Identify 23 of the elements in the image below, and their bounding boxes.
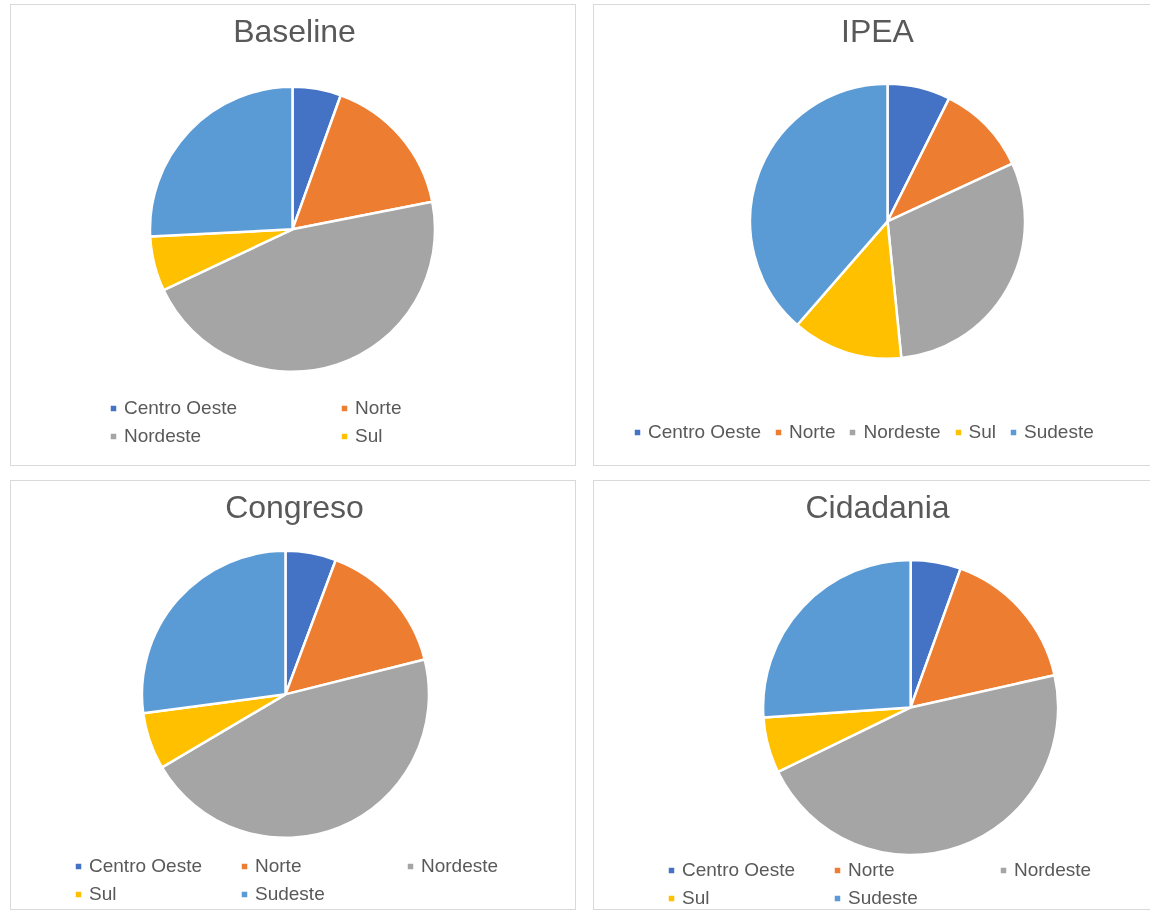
legend-label: Centro Oeste [648,421,761,443]
chart-title: Cidadania [805,488,950,525]
legend-label: Sudeste [1024,421,1094,443]
legend-label: Centro Oeste [89,855,203,877]
chart-title: IPEA [841,12,915,49]
legend-label: Nordeste [863,421,941,443]
legend-label: Nordeste [124,425,203,447]
legend-label: Sudeste [255,883,326,905]
legend-label: Sul [89,883,118,905]
legend-label: Sul [355,425,384,447]
legend-label: Sul [682,887,711,909]
legend-label: Norte [848,859,896,881]
legend-label: Sul [968,421,997,443]
legend-label: Norte [255,855,303,877]
chart-title: Baseline [233,12,356,49]
legend-label: Norte [355,397,403,419]
legend-label: Centro Oeste [682,859,796,881]
legend-label: Sudeste [848,887,919,909]
chart-title: Congreso [225,488,364,525]
legend-label: Nordeste [421,855,500,877]
legend-label: Norte [789,421,836,443]
legend-label: Nordeste [1014,859,1093,881]
legend-label: Centro Oeste [124,397,238,419]
